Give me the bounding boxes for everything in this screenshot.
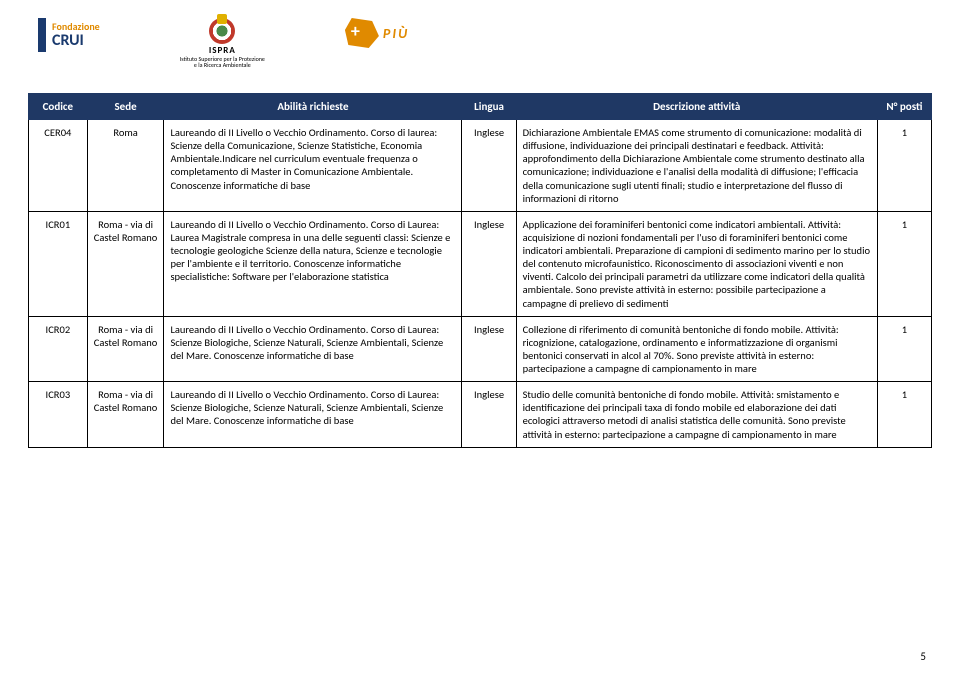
col-abilita: Abilità richieste [164, 94, 462, 120]
col-sede: Sede [87, 94, 164, 120]
col-posti: N° posti [877, 94, 931, 120]
col-desc: Descrizione attività [516, 94, 877, 120]
cell-code: ICR02 [29, 316, 88, 382]
cell-posti: 1 [877, 382, 931, 448]
cell-abilita: Laureando di II Livello o Vecchio Ordina… [164, 382, 462, 448]
cell-posti: 1 [877, 120, 931, 212]
cell-abilita: Laureando di II Livello o Vecchio Ordina… [164, 120, 462, 212]
cell-sede: Roma - via di Castel Romano [87, 211, 164, 316]
cell-posti: 1 [877, 211, 931, 316]
cell-posti: 1 [877, 316, 931, 382]
logo-piu-text: PIÙ [383, 25, 409, 42]
cell-lingua: Inglese [462, 120, 516, 212]
page-number: 5 [920, 650, 926, 663]
logo-piu: PIÙ [345, 18, 409, 48]
logo-bar: Fondazione CRUI ISPRA Istituto Superiore… [28, 18, 932, 69]
cell-desc: Dichiarazione Ambientale EMAS come strum… [516, 120, 877, 212]
logo-ispra-sub2: e la Ricerca Ambientale [180, 62, 265, 69]
cell-code: ICR01 [29, 211, 88, 316]
cell-code: CER04 [29, 120, 88, 212]
plus-shape-icon [345, 18, 379, 48]
logo-crui-text: Fondazione CRUI [52, 21, 100, 50]
cell-sede: Roma - via di Castel Romano [87, 316, 164, 382]
table-row: ICR03 Roma - via di Castel Romano Laurea… [29, 382, 932, 448]
cell-desc: Studio delle comunità bentoniche di fond… [516, 382, 877, 448]
cell-lingua: Inglese [462, 316, 516, 382]
cell-abilita: Laureando di II Livello o Vecchio Ordina… [164, 316, 462, 382]
cell-abilita: Laureando di II Livello o Vecchio Ordina… [164, 211, 462, 316]
logo-ispra: ISPRA Istituto Superiore per la Protezio… [180, 18, 265, 69]
col-lingua: Lingua [462, 94, 516, 120]
cell-lingua: Inglese [462, 382, 516, 448]
table-row: CER04 Roma Laureando di II Livello o Vec… [29, 120, 932, 212]
table-header-row: Codice Sede Abilità richieste Lingua Des… [29, 94, 932, 120]
table-row: ICR02 Roma - via di Castel Romano Laurea… [29, 316, 932, 382]
cell-lingua: Inglese [462, 211, 516, 316]
cell-code: ICR03 [29, 382, 88, 448]
logo-crui-icon [38, 18, 46, 52]
logo-crui: Fondazione CRUI [38, 18, 100, 52]
emblem-icon [209, 18, 235, 44]
cell-sede: Roma [87, 120, 164, 212]
col-codice: Codice [29, 94, 88, 120]
logo-crui-line2: CRUI [52, 32, 100, 50]
table-row: ICR01 Roma - via di Castel Romano Laurea… [29, 211, 932, 316]
data-table: Codice Sede Abilità richieste Lingua Des… [28, 93, 932, 448]
cell-sede: Roma - via di Castel Romano [87, 382, 164, 448]
cell-desc: Collezione di riferimento di comunità be… [516, 316, 877, 382]
cell-desc: Applicazione dei foraminiferi bentonici … [516, 211, 877, 316]
